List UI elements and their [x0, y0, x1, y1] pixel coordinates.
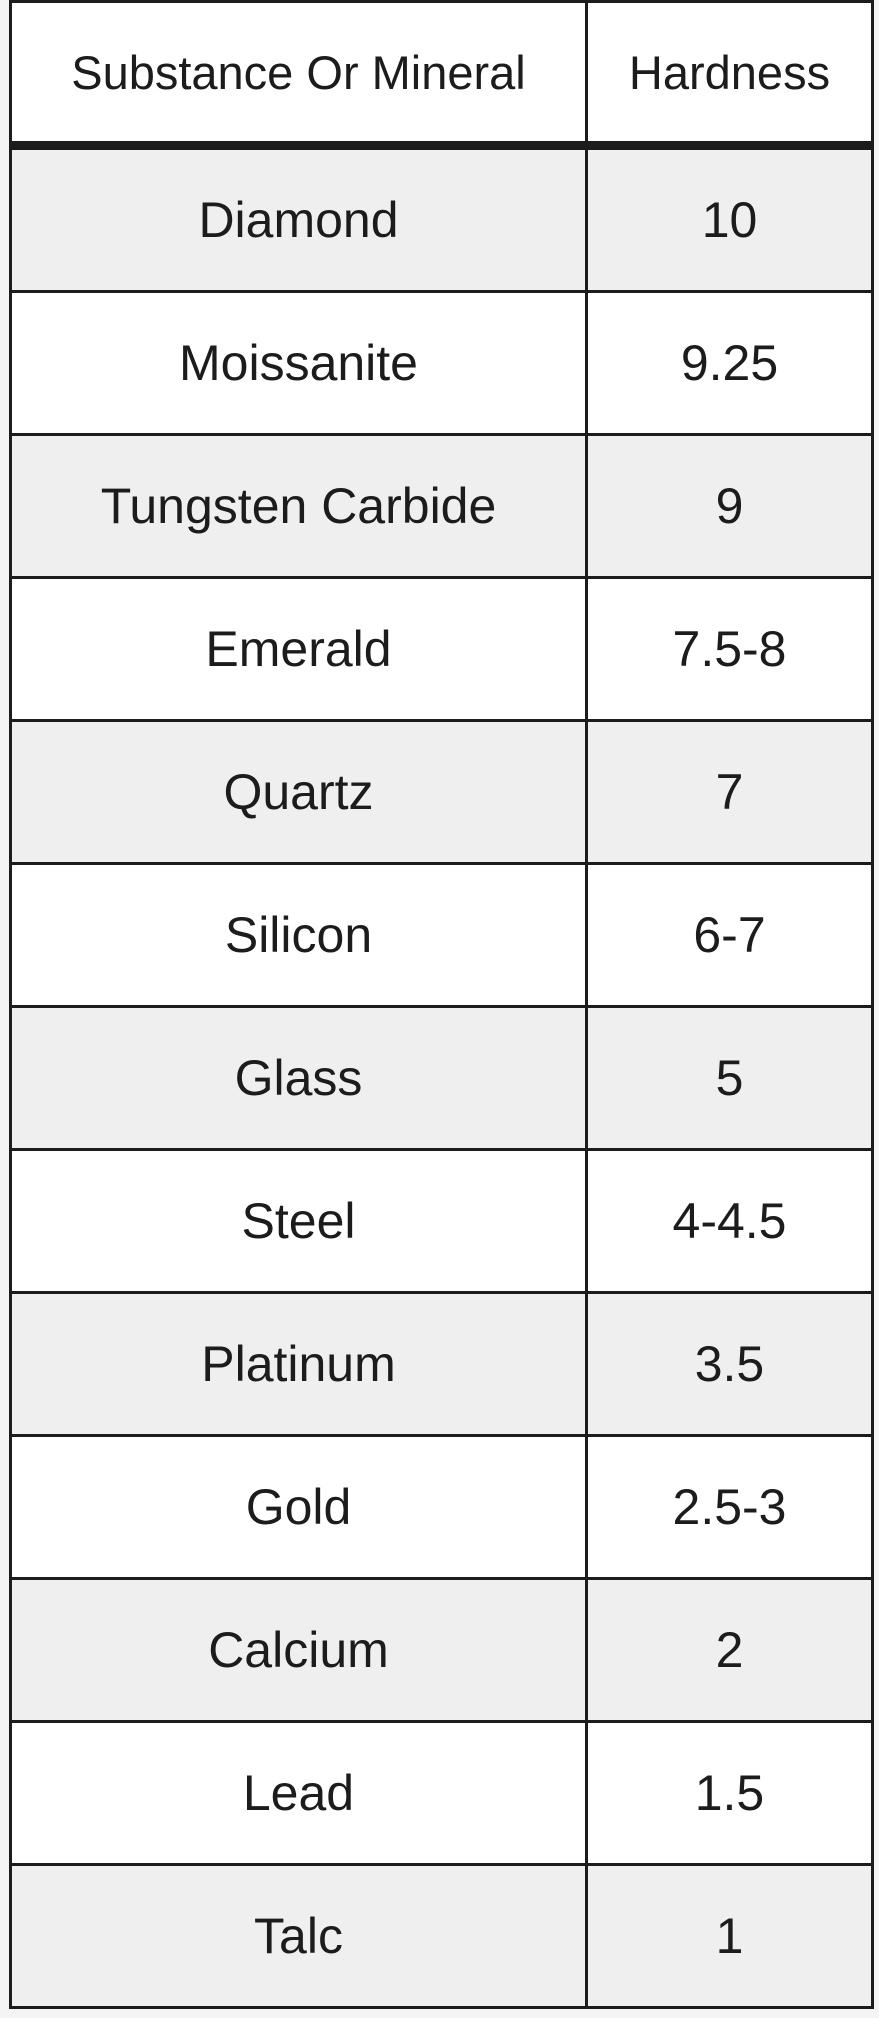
hardness-cell: 6-7	[585, 862, 874, 1008]
table-row: Steel 4-4.5	[9, 1148, 874, 1294]
substance-cell: Steel	[9, 1148, 588, 1294]
hardness-cell: 9.25	[585, 290, 874, 436]
substance-cell: Diamond	[9, 144, 588, 293]
substance-cell: Tungsten Carbide	[9, 433, 588, 579]
table-row: Glass 5	[9, 1005, 874, 1151]
hardness-cell: 4-4.5	[585, 1148, 874, 1294]
substance-cell: Moissanite	[9, 290, 588, 436]
substance-cell: Talc	[9, 1863, 588, 2009]
table-row: Quartz 7	[9, 719, 874, 865]
hardness-cell: 2.5-3	[585, 1434, 874, 1580]
header-hardness: Hardness	[585, 0, 874, 150]
substance-cell: Glass	[9, 1005, 588, 1151]
table-row: Calcium 2	[9, 1577, 874, 1723]
substance-cell: Lead	[9, 1720, 588, 1866]
table-row: Lead 1.5	[9, 1720, 874, 1866]
substance-cell: Gold	[9, 1434, 588, 1580]
hardness-cell: 9	[585, 433, 874, 579]
substance-cell: Platinum	[9, 1291, 588, 1437]
table-row: Tungsten Carbide 9	[9, 433, 874, 579]
table-row: Silicon 6-7	[9, 862, 874, 1008]
substance-cell: Quartz	[9, 719, 588, 865]
hardness-cell: 7	[585, 719, 874, 865]
table-row: Diamond 10	[9, 144, 874, 293]
hardness-cell: 1	[585, 1863, 874, 2009]
hardness-table: Substance Or Mineral Hardness Diamond 10 M…	[9, 0, 874, 2009]
table-body: Diamond 10 Moissanite 9.25 Tungsten Carbide 9…	[9, 144, 874, 2009]
hardness-cell: 1.5	[585, 1720, 874, 1866]
header-substance: Substance Or Mineral	[9, 0, 588, 150]
header-row: Substance Or Mineral Hardness	[9, 0, 874, 150]
hardness-cell: 3.5	[585, 1291, 874, 1437]
substance-cell: Calcium	[9, 1577, 588, 1723]
substance-cell: Silicon	[9, 862, 588, 1008]
table-row: Gold 2.5-3	[9, 1434, 874, 1580]
substance-cell: Emerald	[9, 576, 588, 722]
table-row: Emerald 7.5-8	[9, 576, 874, 722]
hardness-cell: 7.5-8	[585, 576, 874, 722]
hardness-cell: 2	[585, 1577, 874, 1723]
hardness-cell: 5	[585, 1005, 874, 1151]
table-row: Talc 1	[9, 1863, 874, 2009]
hardness-cell: 10	[585, 144, 874, 293]
table-row: Moissanite 9.25	[9, 290, 874, 436]
table-row: Platinum 3.5	[9, 1291, 874, 1437]
